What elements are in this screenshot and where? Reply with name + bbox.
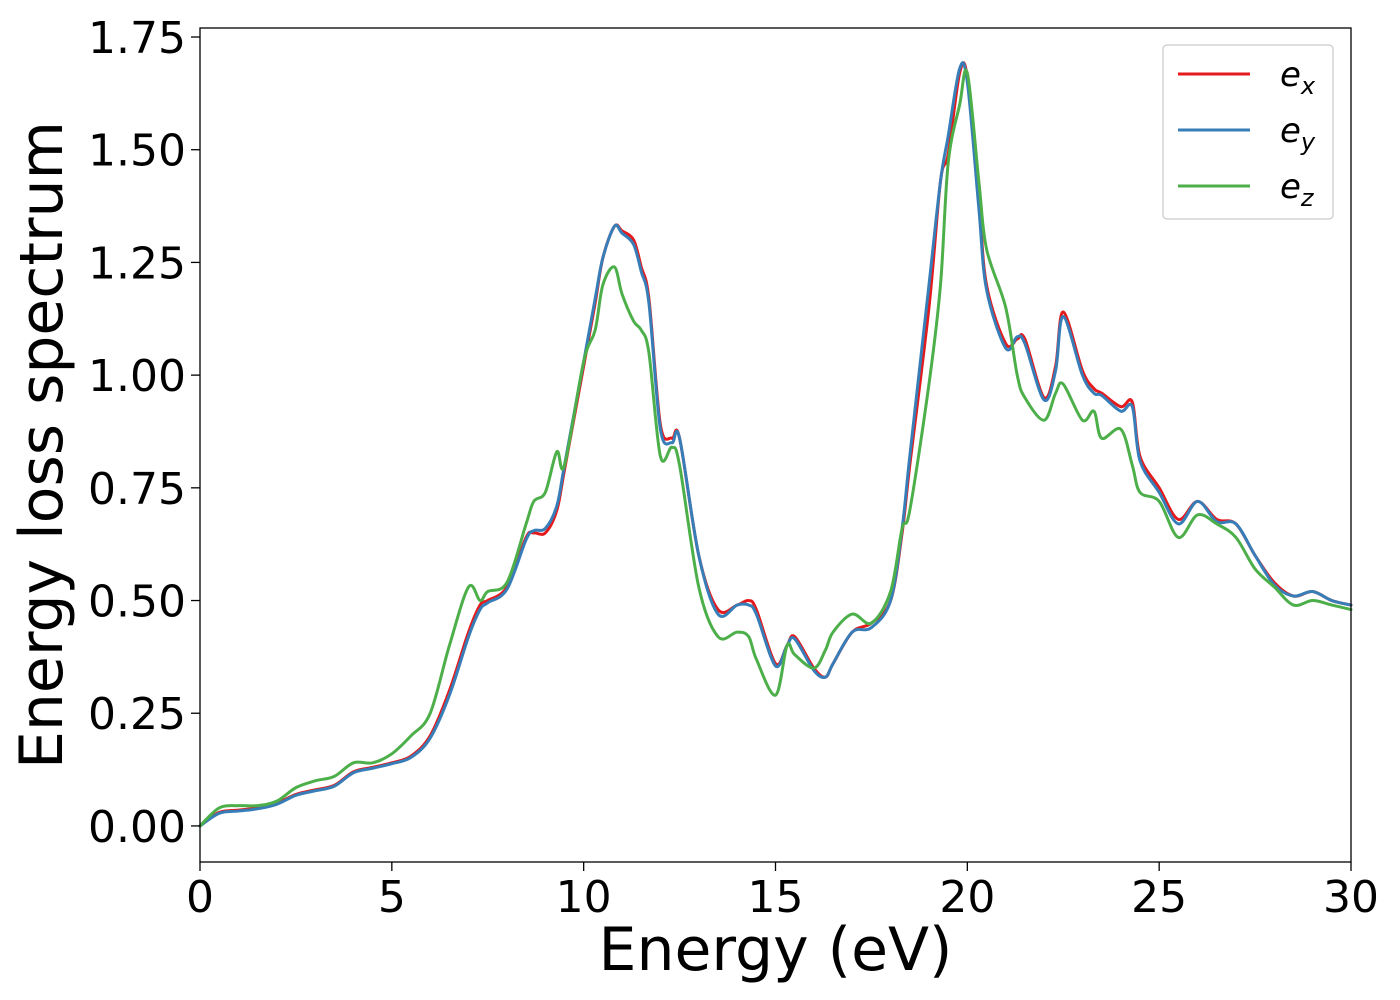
- x-tick-label: 30: [1323, 872, 1379, 923]
- y-tick-label: 0.00: [88, 802, 186, 853]
- y-tick-label: 0.25: [88, 689, 186, 740]
- x-tick-label: 15: [748, 872, 804, 923]
- series-layer: [198, 61, 1353, 828]
- plot-background: [200, 28, 1351, 862]
- x-tick-label: 20: [939, 872, 995, 923]
- x-tick-label: 10: [556, 872, 612, 923]
- y-tick-label: 0.75: [88, 464, 186, 515]
- y-tick-label: 1.75: [88, 13, 186, 64]
- x-axis-ticks: 0 5 10 15 20 25 30: [186, 862, 1379, 923]
- y-axis-ticks: 0.00 0.25 0.50 0.75 1.00 1.25 1.50 1.75: [88, 13, 200, 853]
- y-tick-label: 0.50: [88, 577, 186, 628]
- series-line-ez: [198, 68, 1353, 828]
- y-tick-label: 1.00: [88, 351, 186, 402]
- x-tick-label: 0: [186, 872, 214, 923]
- x-tick-label: 25: [1131, 872, 1187, 923]
- legend-label-ez: ez: [1280, 167, 1315, 212]
- y-tick-label: 1.25: [88, 238, 186, 289]
- y-tick-label: 1.50: [88, 126, 186, 177]
- y-axis-label: Energy loss spectrum: [7, 121, 77, 769]
- x-tick-label: 5: [378, 872, 406, 923]
- x-axis-label: Energy (eV): [599, 915, 953, 985]
- legend-box: [1162, 44, 1334, 220]
